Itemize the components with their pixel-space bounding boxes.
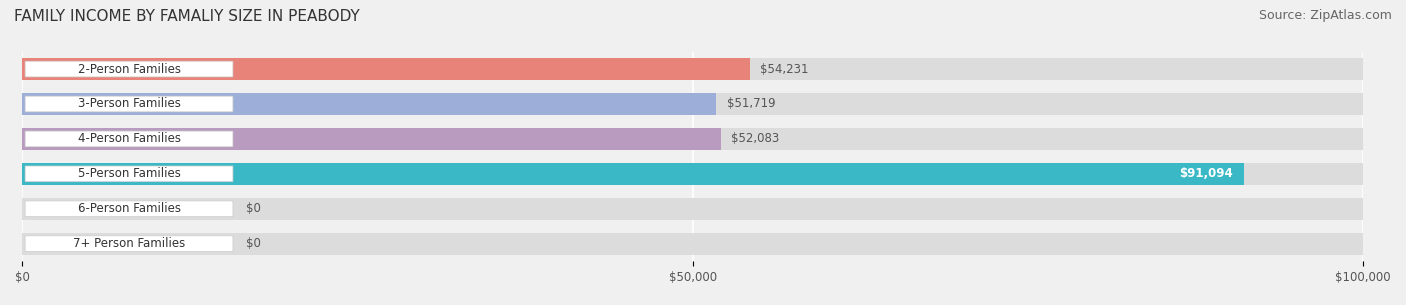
FancyBboxPatch shape <box>25 61 233 77</box>
Text: 2-Person Families: 2-Person Families <box>77 63 180 76</box>
Text: FAMILY INCOME BY FAMALIY SIZE IN PEABODY: FAMILY INCOME BY FAMALIY SIZE IN PEABODY <box>14 9 360 24</box>
Text: 7+ Person Families: 7+ Person Families <box>73 237 186 250</box>
Bar <box>22 233 1364 255</box>
Bar <box>22 58 1364 80</box>
FancyBboxPatch shape <box>25 96 233 112</box>
Text: $91,094: $91,094 <box>1180 167 1233 180</box>
Bar <box>22 128 721 150</box>
Text: 4-Person Families: 4-Person Families <box>77 132 180 145</box>
Text: Source: ZipAtlas.com: Source: ZipAtlas.com <box>1258 9 1392 22</box>
Bar <box>22 198 1364 220</box>
Bar <box>22 58 749 80</box>
Text: $52,083: $52,083 <box>731 132 780 145</box>
FancyBboxPatch shape <box>25 166 233 182</box>
FancyBboxPatch shape <box>25 131 233 147</box>
Bar <box>22 163 1364 185</box>
Text: $54,231: $54,231 <box>761 63 808 76</box>
Bar <box>22 163 1244 185</box>
Bar <box>22 93 1364 115</box>
Text: $51,719: $51,719 <box>727 98 775 110</box>
FancyBboxPatch shape <box>25 201 233 217</box>
Text: 6-Person Families: 6-Person Families <box>77 202 180 215</box>
Text: $0: $0 <box>246 237 262 250</box>
Text: 5-Person Families: 5-Person Families <box>77 167 180 180</box>
Bar <box>22 128 1364 150</box>
Bar <box>22 93 716 115</box>
Text: $0: $0 <box>246 202 262 215</box>
Text: 3-Person Families: 3-Person Families <box>77 98 180 110</box>
FancyBboxPatch shape <box>25 236 233 252</box>
